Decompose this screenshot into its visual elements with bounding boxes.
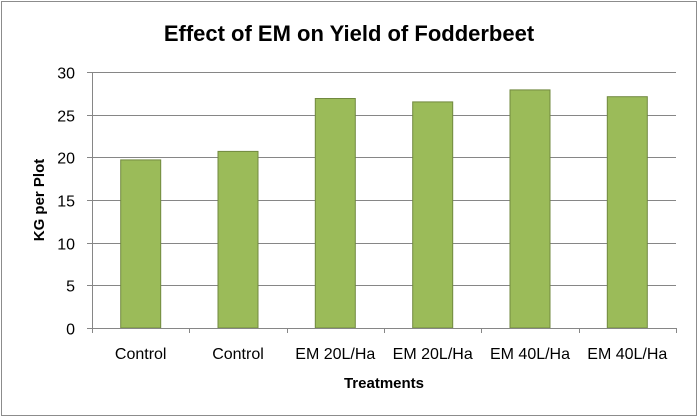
bar-4: [412, 101, 454, 329]
bars-group: [120, 89, 648, 329]
y-tick-label-15: 15: [57, 194, 75, 211]
y-tick-label-25: 25: [57, 109, 75, 126]
axes-group: [87, 72, 677, 333]
bar-1: [120, 159, 162, 329]
bar-6: [606, 96, 648, 329]
x-tick-label-5: EM 40L/Ha: [490, 346, 570, 363]
gridlines: [92, 72, 676, 286]
x-tick-labels: Control Control EM 20L/Ha EM 20L/Ha EM 40L/H…: [115, 346, 668, 363]
y-tick-labels: 0 5 10 15 20 25 30: [57, 66, 75, 339]
y-tick-label-10: 10: [57, 237, 75, 254]
x-tick-label-1: Control: [115, 346, 167, 363]
x-tick-label-3: EM 20L/Ha: [295, 346, 375, 363]
chart-title: Effect of EM on Yield of Fodderbeet: [164, 21, 535, 46]
y-tick-label-20: 20: [57, 151, 75, 168]
x-axis-title: Treatments: [344, 375, 424, 392]
bar-5: [509, 89, 551, 329]
y-tick-label-0: 0: [66, 322, 75, 339]
bar-3: [314, 98, 356, 329]
bar-2: [217, 150, 259, 329]
x-tick-label-4: EM 20L/Ha: [393, 346, 473, 363]
x-tick-label-6: EM 40L/Ha: [587, 346, 667, 363]
y-axis-title: KG per Plot: [31, 159, 48, 242]
x-tick-label-2: Control: [212, 346, 264, 363]
y-tick-label-30: 30: [57, 66, 75, 83]
y-tick-label-5: 5: [66, 279, 75, 296]
